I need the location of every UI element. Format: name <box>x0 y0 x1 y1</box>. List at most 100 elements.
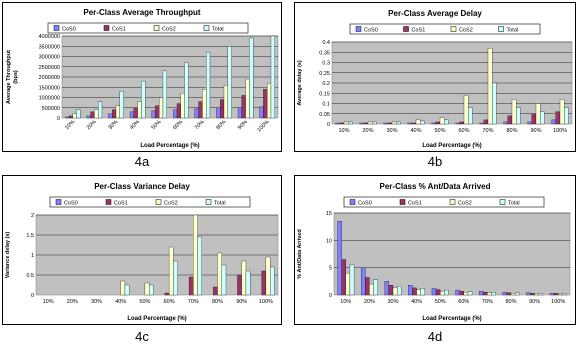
chart-4b-x-tick-label: 80% <box>506 128 517 134</box>
chart-4b-bar-total-0 <box>348 121 353 125</box>
chart-4a-bar-total-8 <box>249 37 254 119</box>
chart-4b-bar-cos0-7 <box>503 121 508 125</box>
chart-4d-x-tick-label: 10% <box>340 299 351 305</box>
chart-4b-y-tick-label: 0.4 <box>322 40 330 46</box>
chart-4a-bar-cos0-9 <box>259 106 264 119</box>
chart-4c-legend-swatch-total <box>205 199 212 205</box>
chart-4b-bar-cos0-0 <box>335 122 340 125</box>
chart-4b-bar-cos2-6 <box>487 48 493 125</box>
chart-4b-bar-total-9 <box>564 107 569 125</box>
chart-4b-x-tick-label: 70% <box>482 128 493 134</box>
chart-4c-y-tick-label: 1 <box>31 253 34 259</box>
chart-4a-bar-cos0-6 <box>194 108 199 119</box>
chart-4a-bar-total-6 <box>206 52 211 119</box>
chart-4d-plot-area <box>333 212 571 296</box>
chart-4b-bar-cos1-7 <box>507 115 513 125</box>
chart-4a-legend-swatch-total <box>203 25 210 31</box>
chart-4a-bar-cos2-9 <box>267 83 272 119</box>
chart-4c-x-tick-label: 60% <box>164 299 175 305</box>
chart-4b-bar-cos1-6 <box>483 119 489 125</box>
chart-4a-legend-swatch-cos2 <box>153 25 160 31</box>
chart-4d-bar-cos2-0 <box>345 272 351 296</box>
chart-4d-bar-cos1-9 <box>553 293 559 296</box>
chart-4a-bar-cos0-1 <box>86 115 91 119</box>
chart-4b-caption: 4b <box>427 154 443 169</box>
chart-4d-bar-total-0 <box>349 264 355 296</box>
chart-4a-bar-total-3 <box>141 80 146 119</box>
chart-4a-bar-cos2-4 <box>159 97 164 119</box>
chart-4b-bar-cos1-3 <box>411 122 417 125</box>
chart-4d-x-tick-label: 100% <box>551 299 565 305</box>
chart-4c-bar-total-8 <box>245 270 251 296</box>
chart-4c-bar-cos1-6 <box>188 276 194 296</box>
chart-4a-bar-cos2-5 <box>180 93 185 119</box>
chart-4d-legend-swatch-cos0 <box>349 199 356 205</box>
chart-4d-ant-data-arrived: Per-Class % Ant/Data Arrived CoS0 CoS1 CoS2… <box>294 175 576 325</box>
chart-4a-bar-total-9 <box>270 35 275 119</box>
chart-4c-bar-cos2-4 <box>144 282 150 296</box>
chart-4a-caption: 4a <box>134 154 150 169</box>
chart-4c-bar-cos2-9 <box>265 256 271 296</box>
chart-4d-bar-cos1-4 <box>435 289 441 296</box>
chart-4d-bar-total-3 <box>420 288 426 296</box>
chart-4a-bar-cos0-8 <box>237 107 242 119</box>
chart-4a-bar-cos1-3 <box>133 107 138 119</box>
chart-4d-bar-total-1 <box>373 279 378 296</box>
chart-4b-x-tick-label: 40% <box>410 128 421 134</box>
chart-4c-legend-label-cos2: CoS2 <box>164 201 178 207</box>
chart-4a-legend-label-total: Total <box>212 27 224 33</box>
chart-4b-legend-label-cos2: CoS2 <box>459 28 473 34</box>
chart-4d-legend-label-total: Total <box>508 201 520 207</box>
chart-4c-bar-cos2-7 <box>217 252 222 296</box>
chart-4a-title: Per-Class Average Throughput <box>83 8 201 17</box>
chart-4a-bar-cos2-8 <box>245 78 250 119</box>
chart-4b-bar-cos1-9 <box>555 111 561 125</box>
chart-4a-y-tick-label: 3500000 <box>39 44 60 50</box>
chart-4c-y-tick-label: 0.5 <box>26 273 34 279</box>
chart-4a-x-axis-label: Load Percentage (%) <box>140 143 199 149</box>
chart-4d-bar-cos2-1 <box>369 283 374 296</box>
chart-4b-bar-total-2 <box>396 121 401 125</box>
chart-4b-bar-cos2-2 <box>391 121 397 125</box>
chart-4b-bar-cos0-8 <box>527 121 532 125</box>
chart-4a-y-tick-label: 3000000 <box>39 55 60 61</box>
chart-4c-bar-cos2-6 <box>193 214 198 296</box>
chart-4b-y-tick-label: 0.35 <box>319 50 330 56</box>
chart-4b-legend-label-total: Total <box>507 28 519 34</box>
chart-4c-bar-cos1-5 <box>164 292 170 296</box>
chart-4d-x-tick-label: 40% <box>411 299 422 305</box>
chart-4b-bar-total-7 <box>516 107 521 125</box>
chart-4a-y-axis-label: Average Throughput <box>6 50 12 104</box>
chart-4b-bar-total-1 <box>372 121 377 125</box>
chart-4d-bar-cos1-7 <box>506 292 512 296</box>
chart-4c-x-tick-label: 20% <box>67 299 78 305</box>
chart-4a-bar-total-1 <box>98 101 103 119</box>
chart-4b-bar-cos0-6 <box>479 122 484 125</box>
chart-4d-title: Per-Class % Ant/Data Arrived <box>380 182 491 191</box>
chart-4c-bar-cos1-8 <box>237 274 242 296</box>
chart-4a-y-tick-label: 2500000 <box>39 65 60 71</box>
chart-4c-y-tick-label: 1.5 <box>26 233 34 239</box>
chart-4c-x-tick-label: 50% <box>139 299 150 305</box>
chart-4d-bar-cos2-4 <box>440 291 445 296</box>
chart-4c-legend-swatch-cos1 <box>105 199 112 205</box>
chart-4d-bar-cos1-3 <box>412 287 417 296</box>
chart-4a-bar-cos1-6 <box>198 101 203 119</box>
chart-4a-y-tick-label: 500000 <box>42 106 60 112</box>
chart-4b-legend-swatch-cos2 <box>450 26 457 32</box>
chart-4b-bar-cos0-3 <box>407 122 412 125</box>
chart-4c-legend-swatch-cos0 <box>55 199 62 205</box>
chart-4b-bar-total-3 <box>420 120 425 125</box>
chart-4b-title: Per-Class Average Delay <box>388 9 482 18</box>
chart-4c-x-tick-label: 70% <box>188 299 199 305</box>
chart-4d-bar-cos1-6 <box>483 292 488 296</box>
chart-4b-x-tick-label: 30% <box>386 128 397 134</box>
chart-4b-legend-label-cos0: CoS0 <box>364 28 378 34</box>
chart-4c-x-tick-label: 10% <box>43 299 54 305</box>
chart-4b-y-tick-label: 0.05 <box>319 112 330 118</box>
chart-4b-bar-total-5 <box>468 107 473 125</box>
chart-4c-x-tick-label: 40% <box>115 299 126 305</box>
chart-4b-bar-cos2-7 <box>511 99 517 125</box>
chart-4d-bar-cos0-4 <box>431 288 437 296</box>
chart-4d-x-tick-label: 50% <box>435 299 446 305</box>
